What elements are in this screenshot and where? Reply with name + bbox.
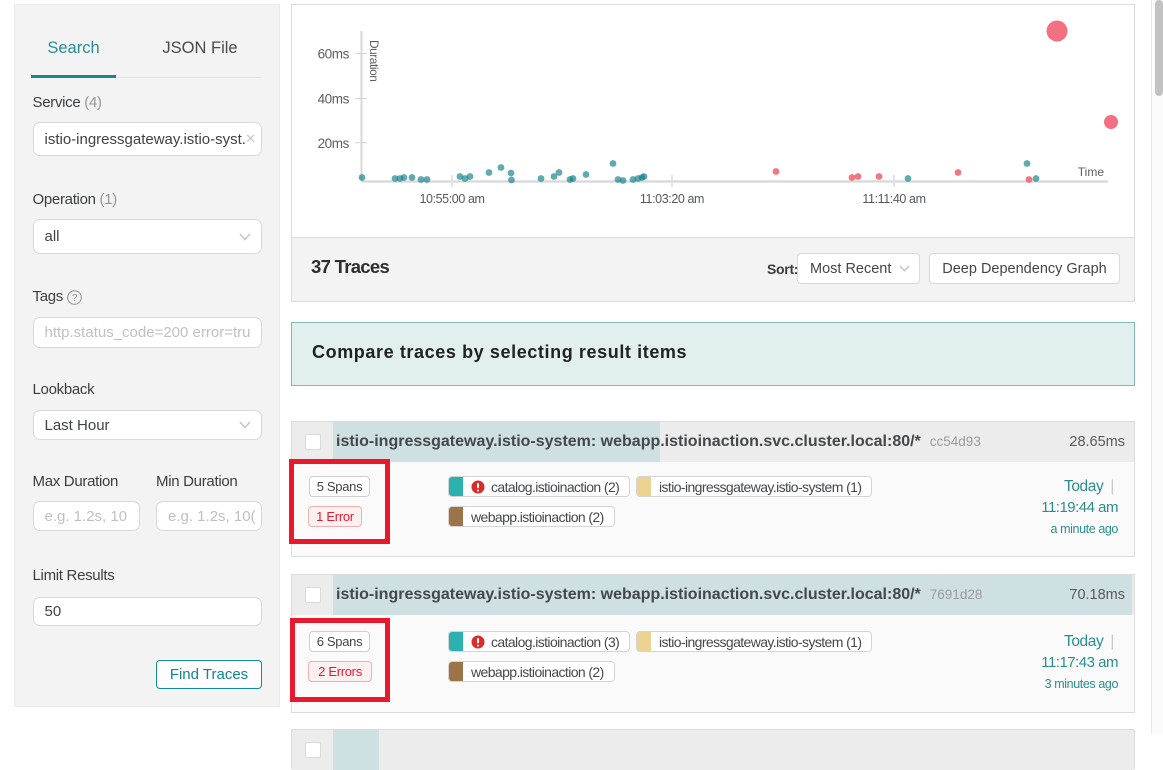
svg-text:40ms: 40ms — [318, 92, 350, 107]
svg-text:11:03:20 am: 11:03:20 am — [640, 192, 704, 206]
svg-text:?: ? — [72, 293, 78, 304]
svg-text:20ms: 20ms — [318, 136, 350, 151]
svg-text:10:55:00 am: 10:55:00 am — [419, 192, 484, 206]
svg-text:11:11:40 am: 11:11:40 am — [862, 192, 925, 206]
svg-text:Duration: Duration — [367, 40, 381, 81]
svg-text:60ms: 60ms — [318, 47, 350, 62]
svg-text:Time: Time — [1078, 165, 1105, 179]
